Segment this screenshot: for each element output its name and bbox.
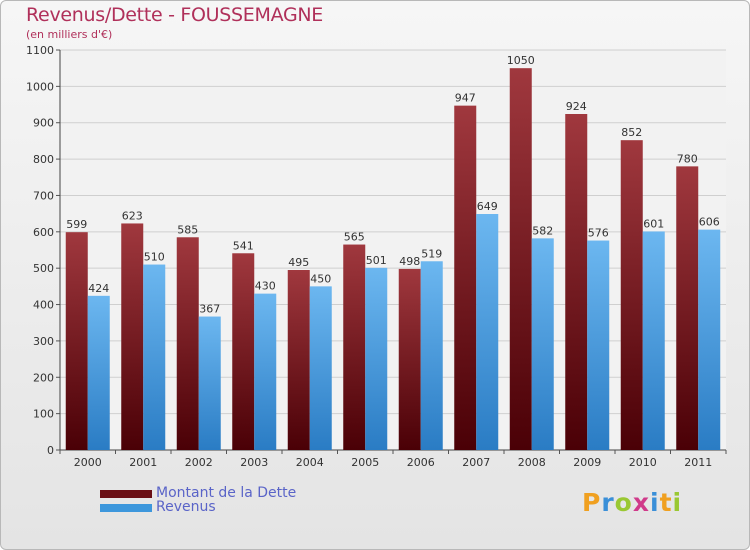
bar-debt: [398, 268, 421, 450]
x-tick-label: 2008: [518, 456, 546, 469]
bar-debt: [343, 244, 366, 450]
data-label-debt: 599: [66, 218, 87, 231]
data-label-debt: 1050: [507, 54, 535, 67]
bar-revenue: [642, 231, 665, 450]
data-label-debt: 565: [344, 231, 365, 244]
y-tick-label: 300: [33, 335, 54, 348]
bar-debt: [620, 140, 643, 450]
data-label-revenue: 424: [88, 282, 109, 295]
data-label-revenue: 501: [366, 254, 387, 267]
bar-revenue: [476, 214, 499, 450]
y-tick-label: 700: [33, 189, 54, 202]
data-label-revenue: 576: [588, 227, 609, 240]
x-tick-label: 2000: [74, 456, 102, 469]
bar-revenue: [87, 295, 110, 450]
legend-swatch-revenue: [100, 504, 152, 512]
bar-revenue: [420, 261, 443, 450]
data-label-debt: 780: [677, 152, 698, 165]
plot-area: [60, 50, 726, 450]
data-label-debt: 852: [621, 126, 642, 139]
bar-debt: [232, 253, 255, 450]
data-label-debt: 947: [455, 92, 476, 105]
data-label-debt: 585: [177, 223, 198, 236]
legend-swatch-debt: [100, 490, 152, 498]
bar-debt: [565, 114, 588, 450]
bar-debt: [176, 237, 199, 450]
y-tick-label: 200: [33, 371, 54, 384]
x-tick-label: 2010: [629, 456, 657, 469]
y-tick-label: 0: [47, 444, 54, 457]
x-tick-label: 2003: [240, 456, 268, 469]
data-label-revenue: 606: [699, 216, 720, 229]
data-label-revenue: 601: [643, 217, 664, 230]
y-tick-label: 1000: [26, 80, 54, 93]
bar-revenue: [698, 229, 721, 450]
data-label-debt: 541: [233, 239, 254, 252]
x-tick-label: 2002: [185, 456, 213, 469]
data-label-revenue: 519: [421, 247, 442, 260]
chart-title: Revenus/Dette - FOUSSEMAGNE: [26, 4, 324, 26]
data-label-revenue: 450: [310, 272, 331, 285]
proxiti-logo: Proxiti: [582, 488, 683, 517]
x-tick-label: 2011: [684, 456, 712, 469]
data-label-revenue: 430: [255, 280, 276, 293]
y-tick-label: 1100: [26, 44, 54, 57]
data-label-revenue: 510: [144, 251, 165, 264]
y-tick-label: 500: [33, 262, 54, 275]
x-tick-label: 2009: [573, 456, 601, 469]
x-tick-label: 2006: [407, 456, 435, 469]
y-tick-label: 900: [33, 117, 54, 130]
y-tick-label: 800: [33, 153, 54, 166]
bar-revenue: [531, 238, 554, 450]
x-tick-label: 2005: [351, 456, 379, 469]
bar-revenue: [587, 240, 610, 450]
y-tick-label: 100: [33, 408, 54, 421]
bar-debt: [509, 68, 532, 450]
x-tick-label: 2001: [129, 456, 157, 469]
y-tick-label: 400: [33, 299, 54, 312]
bar-revenue: [198, 316, 221, 450]
x-tick-label: 2007: [462, 456, 490, 469]
bar-debt: [65, 232, 88, 450]
x-tick-label: 2004: [296, 456, 324, 469]
bar-debt: [676, 166, 699, 450]
bar-debt: [287, 270, 310, 450]
bar-revenue: [365, 267, 388, 450]
bar-revenue: [143, 264, 166, 450]
data-label-debt: 498: [399, 255, 420, 268]
bar-revenue: [309, 286, 332, 450]
legend-label-revenue: Revenus: [156, 499, 216, 515]
chart-subtitle: (en milliers d'€): [26, 28, 113, 41]
bar-revenue: [254, 293, 277, 450]
bar-debt: [454, 105, 477, 451]
data-label-debt: 623: [122, 209, 143, 222]
data-label-debt: 495: [288, 256, 309, 269]
data-label-revenue: 649: [477, 200, 498, 213]
bar-debt: [121, 223, 144, 450]
data-label-revenue: 367: [199, 303, 220, 316]
data-label-revenue: 582: [532, 224, 553, 237]
legend-label-debt: Montant de la Dette: [156, 485, 297, 501]
y-tick-label: 600: [33, 226, 54, 239]
data-label-debt: 924: [566, 100, 587, 113]
